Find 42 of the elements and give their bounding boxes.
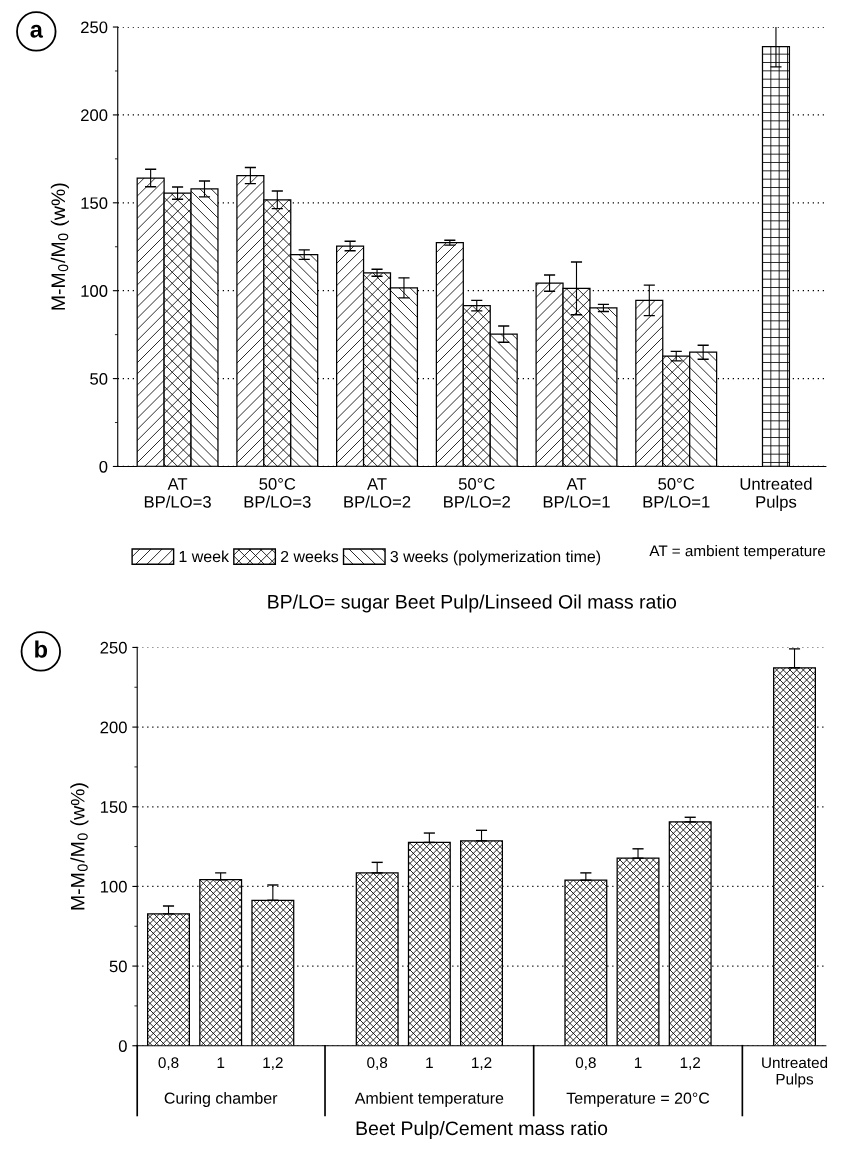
text: a: [30, 24, 44, 38]
x-tick-label: 0,8: [575, 1057, 596, 1070]
x-tick-label: AT BP/LO=1: [543, 478, 610, 508]
y-tick-label: 100: [100, 880, 127, 893]
x-tick-label: 1,2: [472, 1057, 492, 1070]
x-tick-label: 50°C BP/LO=2: [444, 478, 510, 508]
y-axis-title: M-M$_{0}$/M$_{0}$ (w%): [70, 783, 89, 910]
x-tick-label: Untreated Pulps: [762, 1056, 828, 1088]
x-tick-label: 1,2: [263, 1057, 283, 1070]
y-tick-label: 150: [81, 197, 108, 210]
text: Ambient temperature: [354, 1092, 504, 1107]
y-tick-label: 100: [81, 285, 108, 297]
x-tick-label: 50°C BP/LO=3: [244, 478, 311, 508]
y-tick-label: 250: [81, 21, 108, 34]
x-tick-label: 0,8: [367, 1057, 388, 1070]
y-axis-title: M-M$_{0}$/M$_{0}$ (w%): [50, 183, 69, 310]
x-axis-title: BP/LO= sugar Beet Pulp/Linseed Oil mass ratio: [268, 594, 677, 613]
x-tick-label: 0,8: [158, 1057, 179, 1070]
y-tick-label: 50: [90, 372, 108, 385]
y-tick-label: 50: [109, 960, 127, 973]
x-tick-label: Untreated Pulps: [740, 477, 812, 512]
x-tick-label: 1,2: [680, 1057, 701, 1070]
x-tick-label: 1: [426, 1057, 433, 1068]
text: Curing chamber: [164, 1092, 278, 1107]
text: b: [35, 640, 48, 658]
legend-label: 3 weeks (polymerization time): [390, 550, 601, 566]
text: AT = ambient temperature: [649, 545, 826, 560]
text: Temperature = 20°C: [566, 1092, 710, 1107]
x-tick-label: 1: [634, 1057, 642, 1068]
x-axis-title: Beet Pulp/Cement mass ratio: [356, 1120, 608, 1140]
x-tick-label: 1: [217, 1057, 225, 1068]
x-tick-label: 50°C BP/LO=1: [643, 478, 710, 508]
y-tick-label: 150: [100, 801, 127, 813]
x-tick-label: AT BP/LO=3: [144, 478, 211, 508]
legend-label: 2 weeks: [280, 550, 339, 563]
y-tick-label: 200: [100, 721, 127, 734]
y-tick-label: 200: [81, 109, 108, 122]
y-tick-label: 250: [100, 641, 127, 654]
y-tick-label: 0: [118, 1040, 127, 1052]
x-tick-label: AT BP/LO=2: [344, 478, 411, 508]
y-tick-label: 0: [99, 460, 108, 473]
legend-label: 1 week: [179, 550, 230, 563]
